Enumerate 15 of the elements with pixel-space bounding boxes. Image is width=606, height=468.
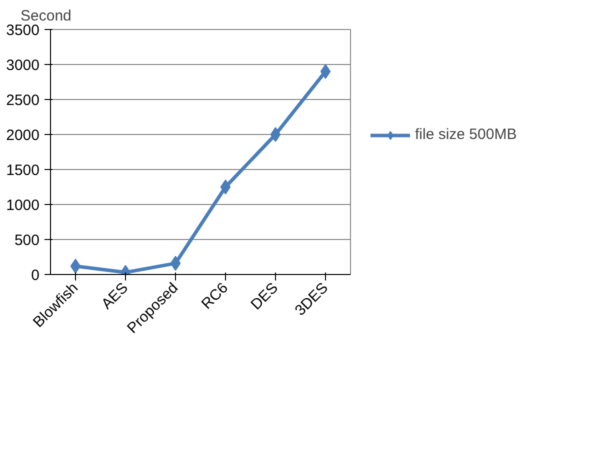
legend-label: file size 500MB [415,126,517,144]
y-tick-label: 0 [31,267,40,284]
y-tick-label: 3000 [6,57,40,74]
point [70,258,81,274]
point [270,127,281,142]
point [220,180,231,194]
point [170,256,181,271]
y-tick-label: 2000 [6,127,40,144]
y-axis-title: Second [20,8,72,24]
point [320,64,331,79]
y-tick-label: 3500 [6,22,40,39]
y-tick-label: 500 [14,232,40,249]
y-tick-label: 1500 [6,162,40,179]
y-tick-label: 1000 [6,197,40,214]
y-tick-label: 2500 [6,92,40,109]
